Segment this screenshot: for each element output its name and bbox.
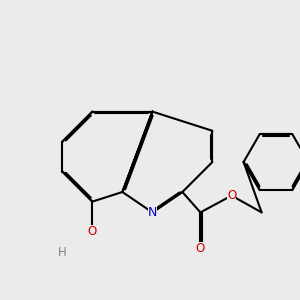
Text: O: O [227,189,236,202]
Text: H: H [58,245,67,259]
Text: O: O [196,242,205,255]
Text: N: N [148,206,157,219]
Text: O: O [88,225,97,238]
